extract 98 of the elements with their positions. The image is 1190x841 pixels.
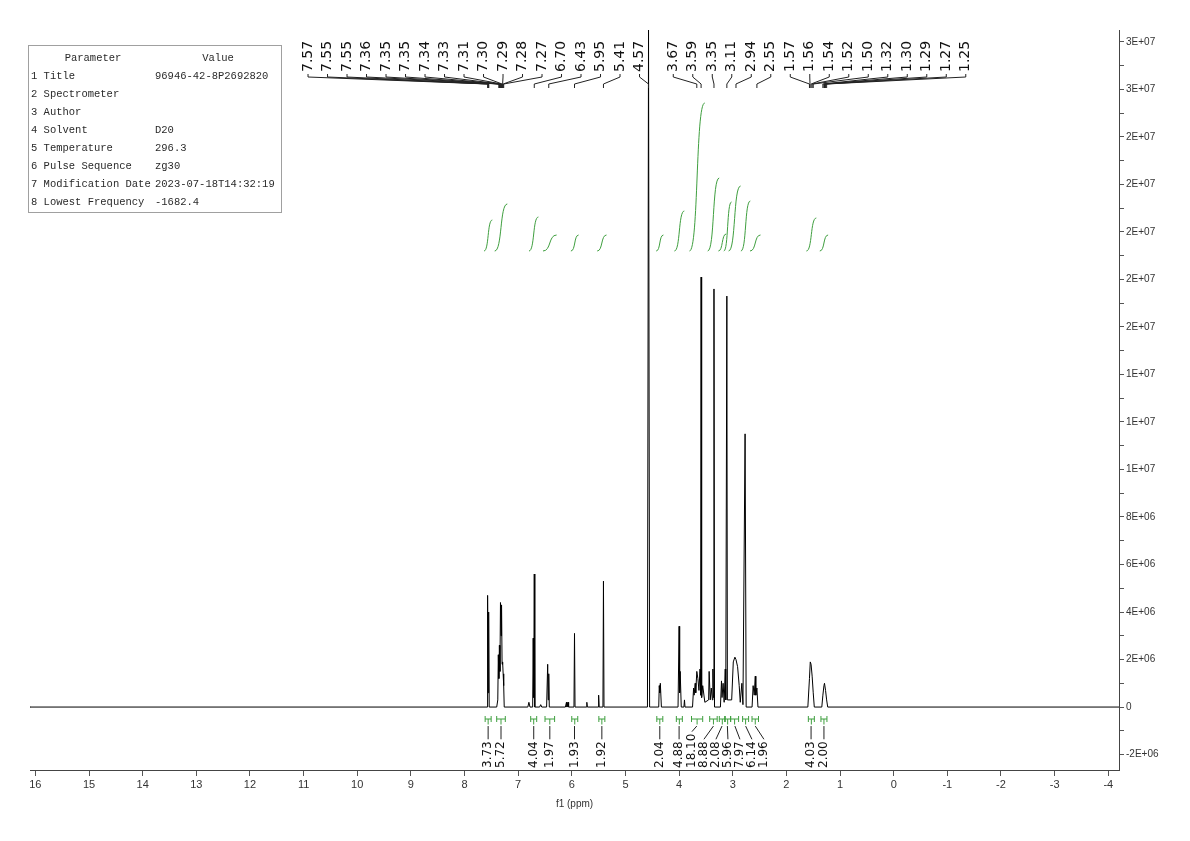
annotation: 1.32	[878, 40, 895, 72]
y-tick-label: 2E+07	[1126, 320, 1156, 332]
annotation: 7.55	[318, 40, 335, 72]
annotation: 4.57	[630, 40, 647, 72]
y-tick-label: 2E+07	[1126, 273, 1156, 285]
text: Parameter Value	[64, 52, 234, 64]
annotation: 5.96	[720, 741, 735, 768]
x-tick-label: -2	[996, 777, 1006, 790]
annotation: 7.57	[298, 40, 315, 72]
annotation: 1.27	[936, 40, 953, 72]
x-tick-label: 13	[190, 777, 203, 790]
annotation: 7.35	[396, 40, 413, 72]
annotation: 3.73	[480, 741, 495, 768]
annotation: 4.04	[525, 741, 540, 768]
x-tick-label: 4	[676, 777, 683, 790]
annotation: 7.29	[493, 40, 510, 72]
annotation: 1.54	[819, 40, 836, 72]
x-tick-label: 11	[297, 777, 310, 790]
annotation: 1.30	[897, 40, 914, 72]
annotation: 5.41	[610, 40, 627, 72]
x-tick-label: 0	[890, 777, 897, 790]
annotation: 1.96	[756, 741, 771, 768]
annotation: 2 Spectrometer	[30, 87, 121, 102]
y-tick-label: 6E+06	[1126, 558, 1156, 570]
annotation: 2.55	[761, 40, 778, 72]
x-tick-label: 9	[407, 777, 414, 790]
annotation: 3.59	[683, 40, 700, 72]
annotation: 6.14	[744, 741, 759, 768]
annotation: 2.04	[651, 741, 666, 768]
annotation: 2.08	[708, 741, 723, 768]
annotation: 8.88	[696, 741, 711, 768]
annotation: 18.10	[684, 733, 699, 768]
text: 1 Title 96946-42-8P2692820	[31, 70, 269, 82]
y-tick-label: 3E+07	[1126, 83, 1156, 95]
x-tick-label: 7	[515, 777, 522, 790]
annotation: 5.95	[591, 40, 608, 72]
y-tick-label: 1E+07	[1126, 415, 1156, 427]
annotation: 7.55	[337, 40, 354, 72]
y-tick-label: -2E+06	[1126, 748, 1159, 760]
x-tick-label: 5	[622, 777, 629, 790]
annotation: 7.28	[513, 40, 530, 72]
text: 4 Solvent D20	[31, 124, 174, 136]
x-tick-label: -1	[942, 777, 953, 790]
annotation: 1.29	[917, 40, 934, 72]
x-tick-label: 3	[729, 777, 736, 790]
annotation: 4.88	[671, 741, 686, 768]
x-tick-label: 10	[351, 777, 364, 790]
annotation: 3 Author	[30, 105, 83, 120]
annotation: 5.72	[493, 741, 508, 768]
annotation: 7.33	[435, 40, 452, 72]
annotation: 4.03	[803, 741, 818, 768]
annotation: 1.57	[780, 40, 797, 72]
annotation: 3.11	[722, 40, 739, 72]
annotation: 3.35	[702, 40, 719, 72]
y-tick-label: 8E+06	[1126, 510, 1156, 522]
annotation: 7.35	[376, 40, 393, 72]
y-tick-label: 2E+06	[1126, 653, 1156, 665]
y-tick-label: 2E+07	[1126, 130, 1156, 142]
annotation: 7.36	[357, 40, 374, 72]
x-tick-label: -4	[1103, 777, 1114, 790]
annotation: 2.94	[741, 40, 758, 72]
y-tick-label: 0	[1126, 700, 1132, 712]
y-tick-label: 4E+06	[1126, 605, 1156, 617]
annotation: 7.31	[454, 40, 471, 72]
annotation: 1.92	[593, 741, 608, 768]
annotation: 1.52	[839, 40, 856, 72]
annotation: 6.70	[552, 40, 569, 72]
x-tick-label: 15	[82, 777, 96, 790]
x-axis-title: f1 (ppm)	[555, 797, 594, 809]
annotation: 7.97	[732, 741, 747, 768]
y-tick-label: 3E+07	[1126, 35, 1156, 47]
x-tick-label: 12	[243, 777, 257, 790]
x-tick-label: 6	[568, 777, 575, 790]
annotation: 7.27	[532, 40, 549, 72]
annotation: 3.67	[663, 40, 680, 72]
text: 5 Temperature 296.3	[31, 142, 187, 154]
annotation: 7.34	[415, 40, 432, 72]
annotation: 2.00	[816, 741, 831, 768]
y-tick-label: 2E+07	[1126, 225, 1156, 237]
annotation: 1.50	[858, 40, 875, 72]
annotation: 7 Modification Date 2023-07-18T14:32:19	[30, 177, 276, 192]
annotation: 1.56	[800, 40, 817, 72]
x-tick-label: 14	[136, 777, 149, 790]
x-tick-label: -3	[1049, 777, 1060, 790]
x-tick-label: 2	[783, 777, 790, 790]
x-tick-label: 8	[461, 777, 468, 790]
x-tick-label: 1	[836, 777, 844, 790]
annotation: 1.25	[956, 40, 973, 72]
annotation: 7.30	[474, 40, 491, 72]
annotation: 1.97	[541, 741, 556, 768]
annotation: 8 Lowest Frequency -1682.4	[30, 195, 201, 210]
annotation: 6.43	[571, 40, 588, 72]
y-tick-label: 2E+07	[1126, 178, 1156, 190]
x-tick-label: 16	[29, 777, 42, 790]
y-tick-label: 1E+07	[1126, 463, 1156, 475]
annotation: 1.93	[566, 741, 581, 768]
y-tick-label: 1E+07	[1126, 368, 1156, 380]
text: 6 Pulse Sequence zg30	[31, 160, 181, 172]
